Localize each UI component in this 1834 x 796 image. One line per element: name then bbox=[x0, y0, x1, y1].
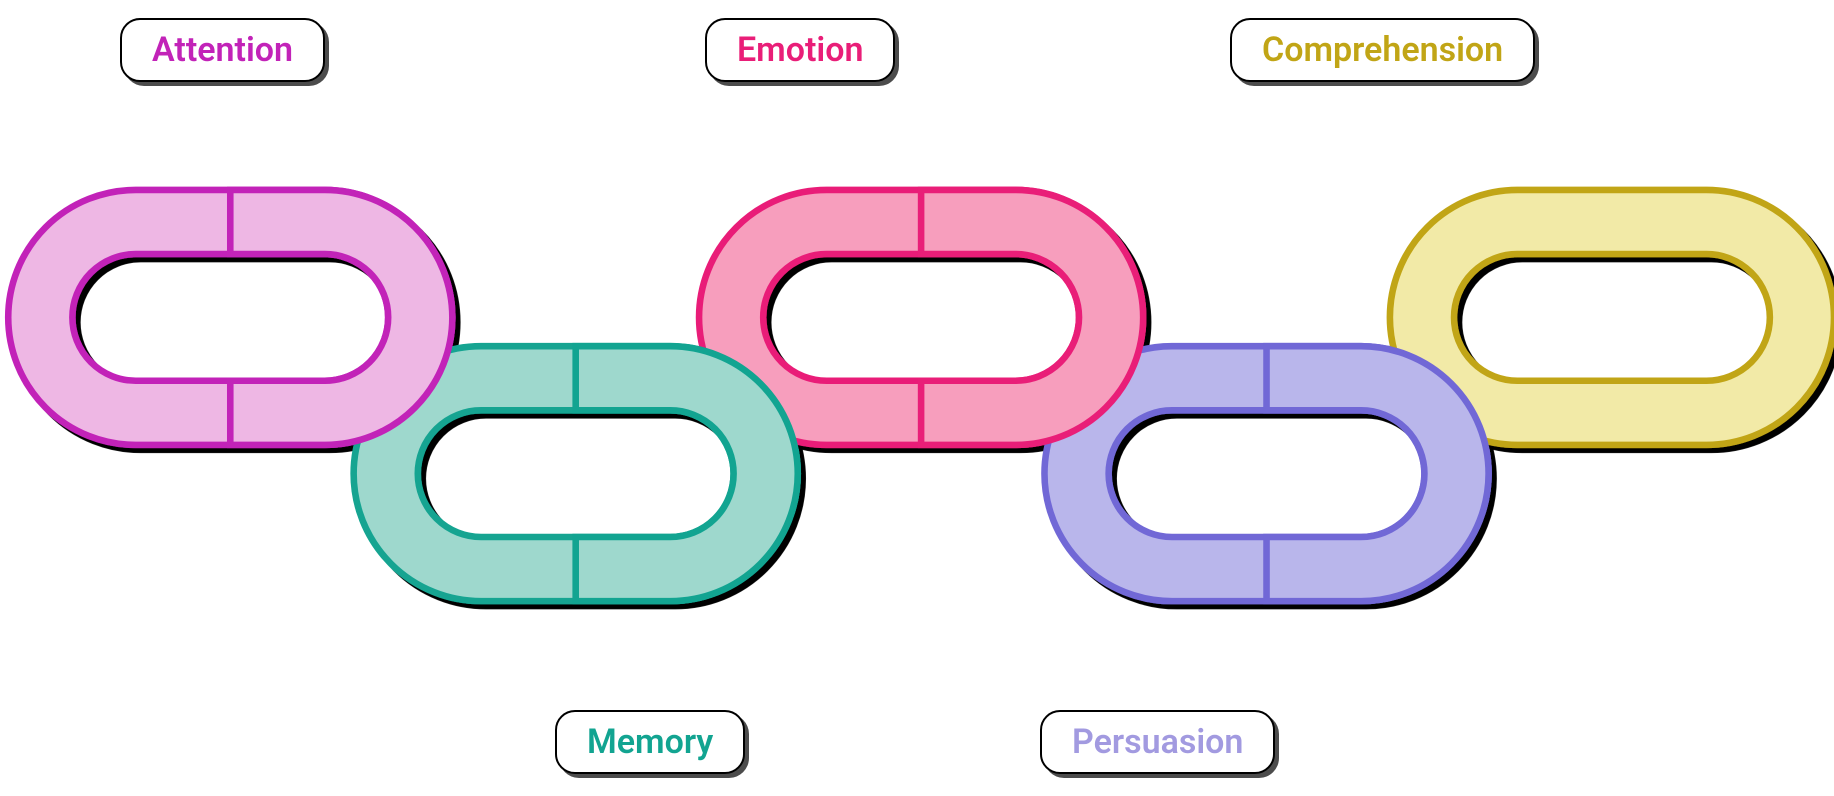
chain-link-persuasion-overlap bbox=[1267, 346, 1489, 601]
chain-link-memory-overlap bbox=[576, 346, 798, 601]
label-persuasion: Persuasion bbox=[1040, 710, 1275, 774]
chain-diagram: Attention Memory Emotion Persuasion Comp… bbox=[0, 0, 1834, 796]
label-comprehension: Comprehension bbox=[1230, 18, 1535, 82]
chain-svg bbox=[0, 0, 1834, 796]
label-memory: Memory bbox=[555, 710, 745, 774]
chain-link-emotion-overlap bbox=[921, 190, 1143, 445]
label-attention: Attention bbox=[120, 18, 325, 82]
label-emotion: Emotion bbox=[705, 18, 895, 82]
chain-link-attention-overlap bbox=[230, 190, 452, 445]
